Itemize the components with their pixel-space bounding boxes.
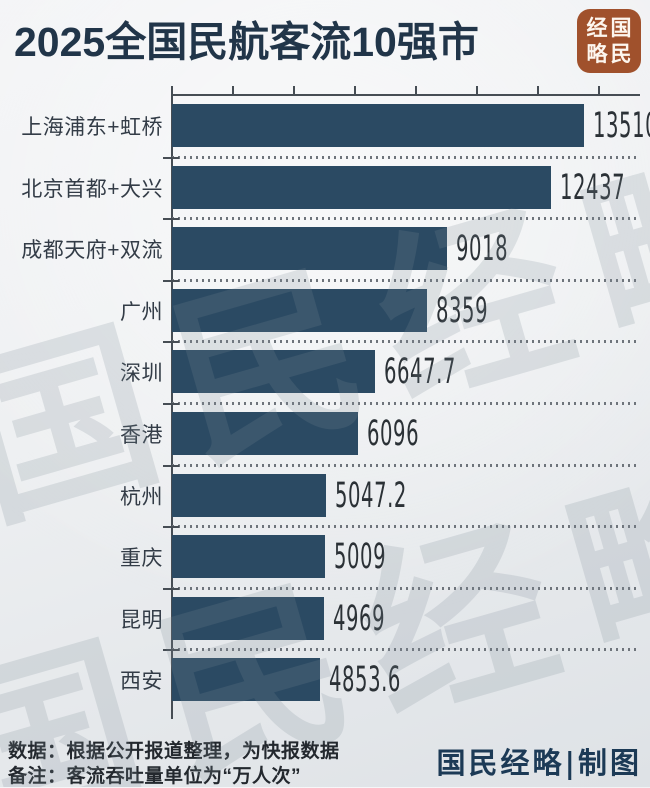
value-label: 12437 [560, 166, 650, 209]
bar [172, 474, 326, 517]
axis-tick [293, 86, 295, 94]
category-label: 昆明 [120, 608, 163, 632]
value-label: 13510 [593, 104, 650, 147]
value-label-text: 12437 [560, 167, 626, 208]
bar [172, 227, 447, 270]
category-label: 重庆 [120, 546, 163, 570]
value-label: 5047.2 [335, 474, 463, 517]
bar [172, 597, 324, 640]
value-label: 5009 [334, 535, 427, 578]
axis-tick [171, 86, 173, 94]
bar [172, 289, 427, 332]
row-separator-dotted-line [172, 340, 638, 343]
category-label: 成都天府+双流 [21, 238, 163, 262]
value-label-text: 9018 [456, 228, 509, 269]
axis-tick [354, 86, 356, 94]
category-label: 北京首都+大兴 [21, 177, 163, 201]
row-separator-dotted-line [172, 648, 638, 651]
left-axis-line [171, 94, 173, 719]
axis-tick [415, 86, 417, 94]
axis-tick [598, 86, 600, 94]
axis-tick [537, 86, 539, 94]
axis-tick [476, 86, 478, 94]
value-label: 8359 [436, 289, 529, 332]
row-separator-axis-tick [163, 526, 179, 528]
row-separator-dotted-line [172, 156, 638, 159]
row-separator-dotted-line [172, 402, 638, 405]
bar [172, 166, 551, 209]
value-label: 4969 [333, 597, 426, 640]
row-separator-axis-tick [163, 403, 179, 405]
row-separator-axis-tick [163, 465, 179, 467]
source-note: 数据：根据公开报道整理，为快报数据 [8, 741, 340, 762]
value-label-text: 5047.2 [335, 475, 407, 516]
value-label: 4853.6 [329, 658, 457, 701]
page-title: 2025全国民航客流10强市 [14, 19, 479, 65]
value-label-text: 5009 [334, 536, 387, 577]
value-label-text: 6647.7 [384, 351, 456, 392]
category-label: 广州 [120, 300, 163, 324]
value-label: 9018 [456, 227, 549, 270]
value-label: 6096 [367, 412, 460, 455]
bar [172, 412, 358, 455]
remark-note: 备注：客流吞吐量单位为“万人次” [8, 766, 302, 787]
brand-logo-seal: 经 国 略 民 [577, 9, 641, 73]
row-separator-axis-tick [163, 280, 179, 282]
credit-text: 国民经略|制图 [436, 746, 642, 780]
logo-char: 略 [586, 41, 608, 66]
axis-tick [232, 86, 234, 94]
row-separator-axis-tick [163, 588, 179, 590]
row-separator-dotted-line [172, 525, 638, 528]
value-label-text: 6096 [367, 413, 420, 454]
row-separator-axis-tick [163, 218, 179, 220]
value-label: 6647.7 [384, 350, 512, 393]
value-label-text: 4853.6 [329, 659, 401, 700]
category-label: 上海浦东+虹桥 [21, 115, 163, 139]
value-label-text: 13510 [593, 105, 650, 146]
category-label: 香港 [120, 423, 163, 447]
bar [172, 104, 584, 147]
row-separator-dotted-line [172, 217, 638, 220]
row-separator-dotted-line [172, 279, 638, 282]
logo-char: 经 [586, 15, 608, 40]
category-label: 西安 [120, 669, 163, 693]
logo-char: 国 [610, 15, 632, 40]
row-separator-axis-tick [163, 157, 179, 159]
category-label: 深圳 [120, 361, 163, 385]
row-separator-axis-tick [163, 341, 179, 343]
row-separator-dotted-line [172, 464, 638, 467]
value-label-text: 8359 [436, 290, 489, 331]
bar [172, 350, 375, 393]
logo-char: 民 [610, 41, 632, 66]
value-label-text: 4969 [333, 598, 386, 639]
top-axis-line [171, 94, 640, 96]
category-label: 杭州 [120, 485, 163, 509]
bar [172, 658, 320, 701]
row-separator-axis-tick [163, 649, 179, 651]
bar [172, 535, 325, 578]
row-separator-dotted-line [172, 587, 638, 590]
